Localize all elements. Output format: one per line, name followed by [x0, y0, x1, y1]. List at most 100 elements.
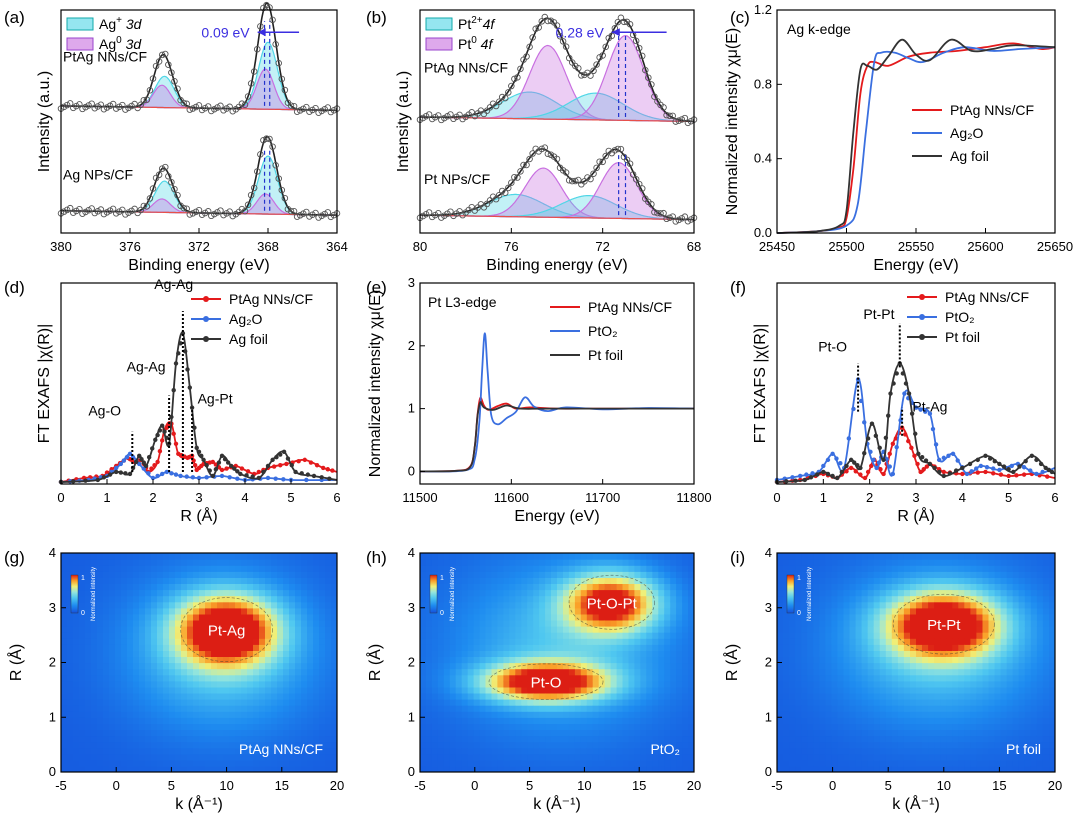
heatmap-cell — [837, 650, 844, 657]
heatmap-cell — [229, 674, 236, 682]
heatmap-cell — [437, 686, 445, 694]
heatmap-cell — [843, 559, 851, 566]
heatmap-cell — [610, 759, 618, 767]
heatmap-cell — [241, 668, 248, 676]
heatmap-cell — [103, 717, 110, 724]
heatmap-cell — [205, 717, 212, 724]
series-marker — [302, 457, 307, 463]
heatmap-cell — [431, 765, 439, 772]
heatmap-cell — [813, 735, 820, 743]
heatmap-cell — [467, 601, 475, 609]
heatmap-cell — [229, 729, 236, 737]
heatmap-cell — [545, 759, 552, 767]
raw-data-point — [266, 135, 273, 143]
heatmap-cell — [241, 735, 248, 743]
series-marker — [219, 453, 225, 459]
heatmap-cell — [527, 759, 534, 767]
heatmap-cell — [271, 668, 278, 676]
heatmap-cell — [289, 613, 296, 621]
heatmap-cell — [449, 632, 457, 639]
heatmap-cell — [443, 632, 451, 639]
heatmap-cell — [783, 565, 790, 572]
heatmap-cell — [592, 553, 600, 560]
heatmap-cell — [241, 765, 248, 772]
heatmap-cell — [223, 674, 230, 682]
heatmap-cell — [670, 619, 677, 627]
heatmap-cell — [682, 613, 689, 621]
series-marker — [296, 459, 301, 464]
heatmap-cell — [670, 765, 677, 772]
heatmap-cell — [426, 680, 433, 688]
heatmap-cell — [235, 765, 242, 772]
colorbar-title: Normalized intensity — [91, 567, 97, 621]
raw-data-point — [678, 116, 686, 123]
heatmap-cell — [127, 729, 134, 737]
series-marker — [930, 426, 936, 432]
series-marker — [987, 456, 993, 461]
heatmap-cell — [271, 741, 278, 749]
heatmap-cell — [580, 595, 588, 603]
heatmap-cell — [825, 638, 832, 645]
heatmap-cell — [265, 723, 272, 730]
heatmap-cell — [867, 571, 875, 578]
heatmap-cell — [837, 626, 844, 633]
heatmap-cell — [640, 717, 647, 724]
heatmap-cell — [640, 686, 647, 694]
peak-label: Pt-O-Pt — [587, 595, 638, 612]
heatmap-cell — [145, 765, 152, 772]
heatmap-cell — [515, 765, 522, 772]
heatmap-cell — [259, 699, 266, 706]
heatmap-cell — [831, 692, 838, 700]
raw-data-point — [269, 16, 276, 24]
heatmap-cell — [831, 753, 838, 761]
heatmap-cell — [557, 577, 564, 584]
heatmap-cell — [443, 577, 451, 584]
heatmap-cell — [777, 565, 784, 572]
heatmap-cell — [247, 613, 254, 621]
heatmap-cell — [313, 571, 320, 578]
heatmap-cell — [521, 668, 528, 676]
heatmap-cell — [139, 565, 146, 572]
heatmap-cell — [461, 595, 469, 603]
heatmap-cell — [664, 692, 671, 700]
heatmap-cell — [843, 638, 851, 645]
heatmap-cell — [867, 632, 875, 639]
heatmap-cell — [163, 729, 170, 737]
y-tick-label: 0.4 — [754, 151, 772, 166]
heatmap-cell — [646, 650, 653, 657]
heatmap-cell — [598, 601, 606, 609]
heatmap-cell — [301, 650, 308, 657]
heatmap-cell — [97, 680, 104, 688]
heatmap-cell — [229, 723, 236, 730]
heatmap-cell — [437, 674, 445, 682]
heatmap-cell — [437, 644, 445, 651]
heatmap-cell — [533, 626, 540, 633]
heatmap-cell — [551, 577, 558, 584]
heatmap-cell — [479, 680, 487, 688]
heatmap-cell — [479, 668, 487, 676]
heatmap-cell — [169, 650, 176, 657]
heatmap-cell — [431, 613, 439, 621]
heatmap-cell — [85, 589, 92, 597]
heatmap-cell — [843, 553, 851, 560]
heatmap-cell — [187, 668, 194, 676]
heatmap-cell — [646, 699, 653, 706]
raw-data-point — [626, 21, 634, 28]
heatmap-cell — [580, 656, 588, 664]
heatmap-cell — [491, 711, 499, 718]
heatmap-cell — [855, 632, 863, 639]
heatmap-cell — [157, 571, 164, 578]
heatmap-cell — [640, 577, 647, 584]
raw-data-point — [562, 169, 570, 176]
legend-entry-tail: 3d — [122, 16, 143, 32]
heatmap-cell — [121, 626, 128, 633]
heatmap-cell — [91, 626, 98, 633]
heatmap-cell — [485, 699, 493, 706]
heatmap-cell — [229, 765, 236, 772]
heatmap-cell — [253, 571, 260, 578]
heatmap-cell — [420, 626, 427, 633]
heatmap-cell — [867, 753, 875, 761]
heatmap-cell — [313, 759, 320, 767]
heatmap-cell — [145, 680, 152, 688]
heatmap-cell — [103, 559, 110, 566]
